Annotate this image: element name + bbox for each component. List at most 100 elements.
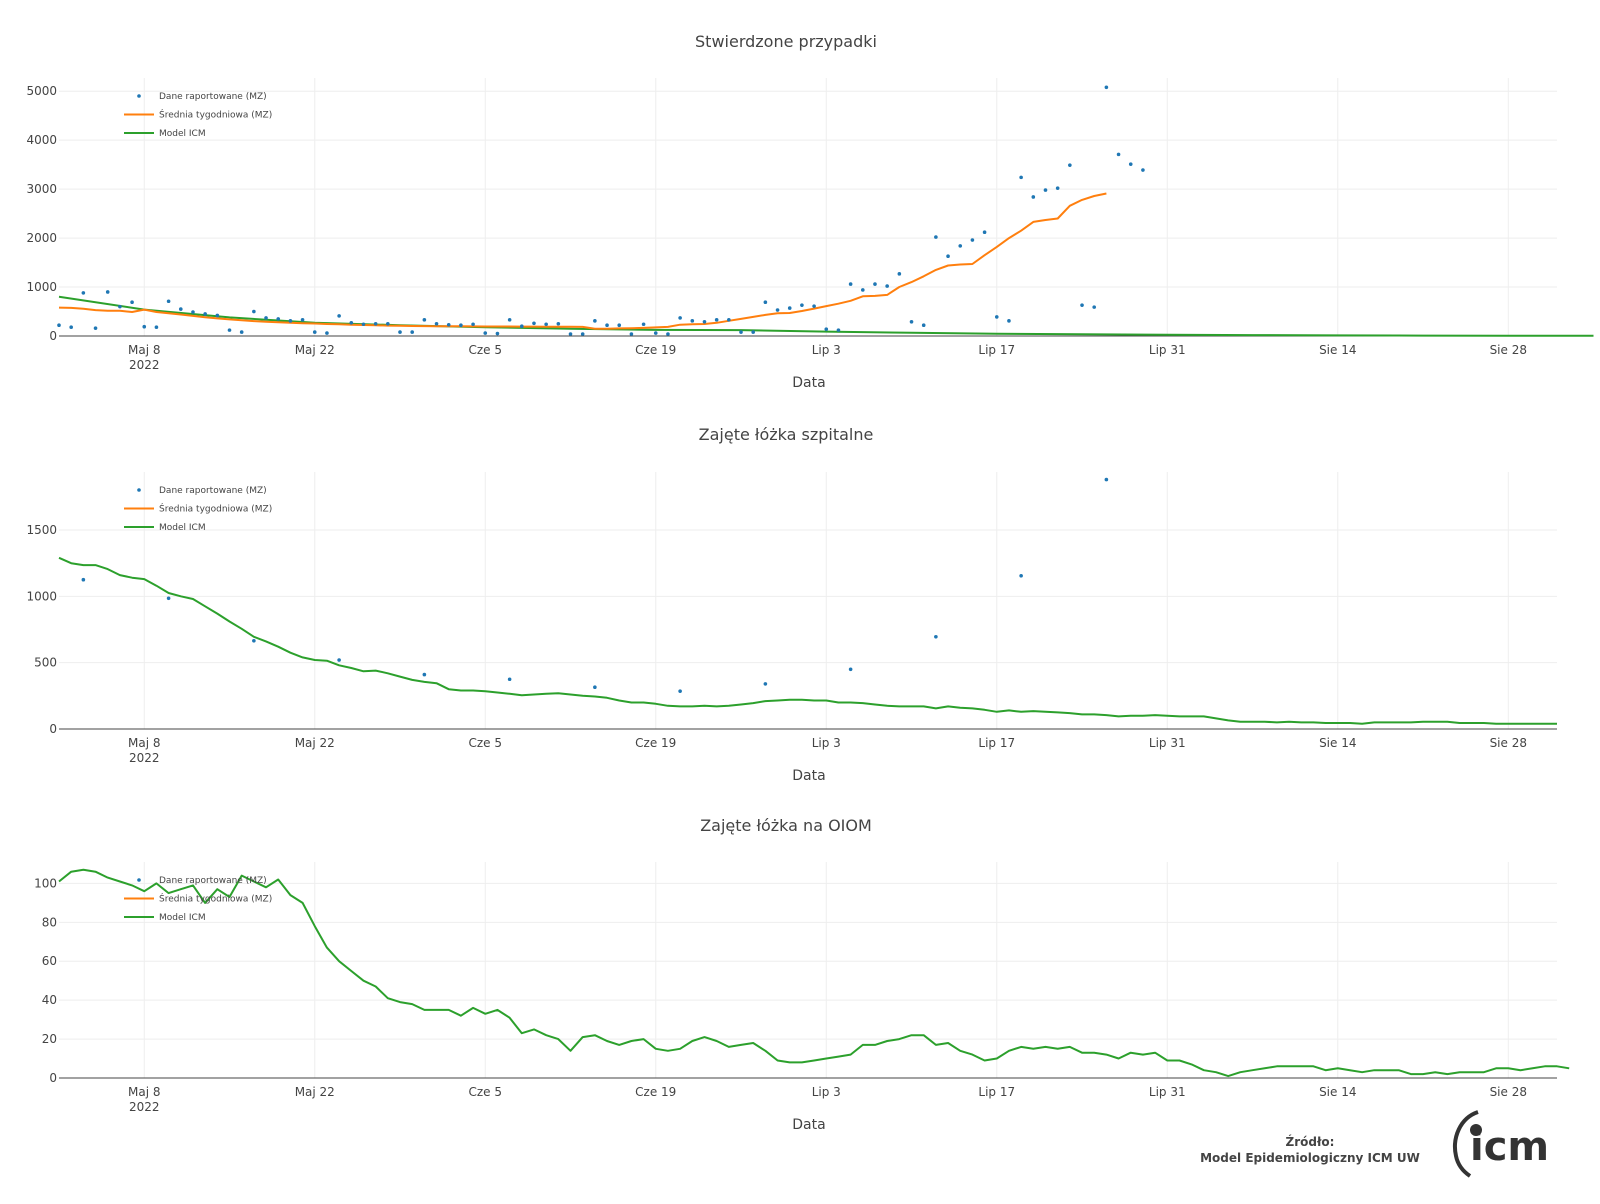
legend-label: Średnia tygodniowa (MZ)	[159, 503, 272, 515]
x-year-label: 2022	[129, 1100, 160, 1114]
data-point	[800, 303, 804, 307]
data-point	[203, 312, 207, 316]
data-point	[446, 322, 451, 327]
data-point	[1104, 85, 1109, 90]
x-tick-label: Sie 28	[1490, 1085, 1527, 1099]
data-point	[264, 316, 268, 320]
data-point	[580, 332, 585, 336]
y-tick-label: 1500	[26, 523, 57, 537]
y-tick-label: 0	[49, 1071, 57, 1085]
data-point	[982, 230, 987, 235]
y-tick-label: 1000	[26, 589, 57, 603]
y-tick-label: 0	[49, 329, 57, 343]
data-point	[239, 330, 244, 334]
data-point	[154, 325, 159, 329]
legend-label: Dane raportowane (MZ)	[159, 876, 267, 886]
data-point	[727, 318, 731, 322]
data-point	[252, 638, 256, 643]
data-point	[848, 667, 853, 672]
data-point	[714, 318, 719, 322]
data-point	[81, 577, 86, 582]
data-point	[434, 321, 439, 326]
data-point	[861, 288, 865, 292]
data-point	[824, 327, 829, 331]
data-point	[1141, 168, 1145, 172]
y-tick-label: 0	[49, 722, 57, 736]
x-tick-label: Lip 3	[812, 1085, 841, 1099]
data-point	[702, 320, 707, 324]
x-tick-label: Sie 14	[1319, 343, 1356, 357]
data-point	[1080, 303, 1084, 307]
series-line-model	[58, 556, 1557, 725]
x-tick-label: Sie 28	[1490, 343, 1527, 357]
y-tick-label: 4000	[26, 133, 57, 147]
legend-marker-reported	[137, 488, 141, 492]
x-tick-label: Maj 22	[295, 736, 335, 750]
data-point	[958, 244, 963, 248]
data-point	[678, 316, 682, 320]
data-point	[507, 677, 512, 682]
data-point	[994, 315, 999, 319]
x-tick-label: Lip 31	[1149, 343, 1186, 357]
x-tick-label: Cze 19	[635, 1085, 676, 1099]
data-point	[337, 314, 341, 318]
data-point	[191, 310, 195, 314]
x-tick-label: Maj 8	[128, 1085, 161, 1099]
y-tick-label: 40	[42, 993, 57, 1007]
x-tick-label: Cze 19	[635, 736, 676, 750]
data-point	[495, 331, 500, 336]
x-tick-label: Maj 22	[295, 1085, 335, 1099]
data-point	[398, 330, 402, 334]
data-point	[946, 254, 950, 259]
data-point	[556, 321, 561, 326]
legend-label: Model ICM	[159, 129, 206, 139]
data-point	[325, 331, 329, 335]
data-point	[1019, 573, 1023, 578]
data-point	[1104, 477, 1109, 482]
x-tick-label: Lip 31	[1149, 1085, 1186, 1099]
chart-title: Stwierdzone przypadki	[695, 32, 877, 51]
x-axis-title: Data	[792, 768, 825, 784]
data-point	[1031, 195, 1036, 199]
data-point	[1019, 175, 1023, 180]
data-point	[617, 323, 622, 328]
data-point	[142, 324, 147, 329]
data-point	[1043, 188, 1048, 192]
chart-title: Zajęte łóżka szpitalne	[699, 425, 874, 444]
data-point	[288, 319, 293, 323]
icm-logo-text: icm	[1470, 1124, 1549, 1170]
x-tick-label: Cze 5	[469, 343, 503, 357]
data-point	[93, 326, 98, 330]
x-tick-label: Cze 5	[469, 736, 503, 750]
source-label: Źródło:	[1285, 1135, 1335, 1149]
x-tick-label: Lip 31	[1149, 736, 1186, 750]
y-tick-label: 2000	[26, 231, 57, 245]
x-tick-label: Lip 3	[812, 736, 841, 750]
data-point	[349, 320, 354, 325]
y-tick-label: 80	[42, 915, 57, 929]
data-point	[568, 332, 573, 336]
data-point	[118, 304, 122, 309]
data-point	[166, 596, 171, 601]
chart-title: Zajęte łóżka na OIOM	[700, 816, 872, 835]
data-point	[787, 306, 792, 310]
legend-marker-reported	[137, 94, 141, 98]
x-tick-label: Sie 14	[1319, 736, 1356, 750]
x-tick-label: Maj 22	[295, 343, 335, 357]
data-point	[921, 323, 926, 328]
data-point	[1055, 186, 1060, 190]
data-point	[81, 291, 86, 295]
data-point	[678, 689, 682, 693]
data-point	[629, 332, 634, 336]
y-tick-label: 100	[34, 876, 57, 890]
data-point	[361, 322, 366, 327]
data-point	[471, 322, 475, 327]
data-point	[763, 682, 768, 686]
data-point	[1092, 305, 1097, 309]
legend-marker-reported	[137, 878, 141, 882]
data-point	[1007, 319, 1011, 323]
data-point	[836, 328, 841, 332]
data-point	[130, 300, 134, 305]
data-point	[252, 309, 256, 314]
legend-label: Model ICM	[159, 913, 206, 923]
